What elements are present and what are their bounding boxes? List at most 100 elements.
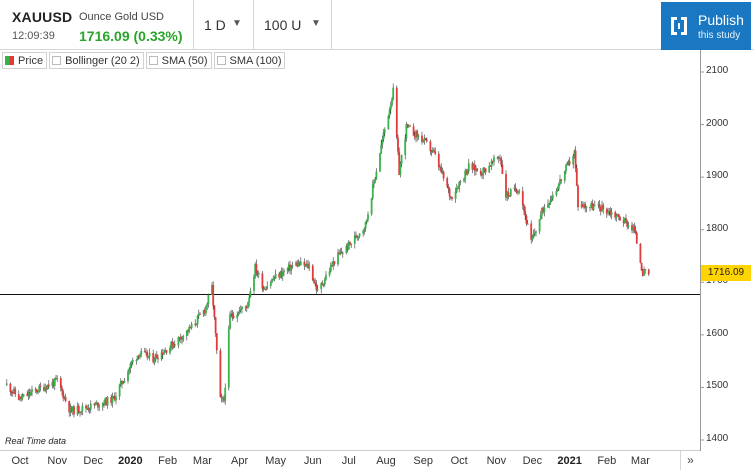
- candle-body: [616, 214, 619, 217]
- candle-body: [346, 245, 349, 250]
- candle-body: [232, 316, 235, 319]
- x-tick-label: Mar: [192, 455, 212, 467]
- candle-body: [212, 285, 215, 306]
- candle-body: [94, 403, 97, 406]
- x-tick-label: Nov: [47, 455, 67, 467]
- candle-body: [397, 137, 399, 152]
- candle-body: [625, 218, 627, 221]
- candle-body: [593, 205, 596, 207]
- candle-body: [266, 285, 269, 290]
- candle-body: [97, 402, 99, 408]
- candle-body: [179, 336, 182, 339]
- candle-body: [568, 161, 571, 165]
- candle-body: [236, 314, 239, 319]
- candle-body: [455, 187, 458, 192]
- candle-body: [171, 341, 174, 348]
- candle-body: [392, 87, 395, 100]
- candle-body: [28, 392, 31, 395]
- candle-body: [479, 170, 482, 175]
- candle-body: [136, 355, 139, 361]
- candle-body: [481, 174, 483, 176]
- candle-body: [244, 306, 247, 308]
- candle-body: [143, 350, 146, 352]
- candle-body: [590, 203, 593, 208]
- candle-body: [365, 219, 368, 222]
- candle-body: [289, 264, 291, 271]
- candle-body: [577, 185, 579, 208]
- caret-down-icon: ▼: [311, 18, 321, 29]
- candle-body: [197, 313, 200, 316]
- candle-body: [269, 282, 272, 286]
- scroll-right-button[interactable]: »: [680, 451, 700, 470]
- candle-body: [173, 344, 176, 346]
- candle-body: [517, 191, 519, 194]
- price-swatch: [5, 56, 14, 65]
- candle-body: [615, 216, 618, 218]
- legend-item-sma-50[interactable]: SMA (50): [145, 52, 212, 69]
- candle-body: [374, 178, 377, 182]
- candle-body: [279, 271, 282, 278]
- candle-body: [557, 183, 560, 190]
- candle-body: [313, 280, 315, 283]
- interval-value: 1 D: [204, 17, 226, 33]
- legend-item-bollinger[interactable]: Bollinger (20 2): [49, 52, 144, 69]
- x-tick-label: Dec: [83, 455, 103, 467]
- candle-body: [20, 396, 23, 399]
- candle-body: [565, 165, 567, 172]
- publish-button[interactable]: Publish this study: [661, 2, 751, 50]
- legend-item-price[interactable]: Price: [2, 52, 48, 69]
- units-dropdown[interactable]: 100 U ▼: [254, 0, 332, 50]
- candle-body: [63, 397, 66, 399]
- candle-body: [525, 215, 528, 224]
- candle-body: [333, 261, 336, 265]
- candle-body: [257, 273, 260, 275]
- legend-item-sma-100[interactable]: SMA (100): [213, 52, 286, 69]
- candle-body: [247, 301, 249, 309]
- interval-dropdown[interactable]: 1 D ▼: [194, 0, 254, 50]
- candle-body: [52, 381, 55, 387]
- candle-body: [364, 221, 367, 229]
- candle-body: [154, 354, 157, 361]
- candle-body: [370, 198, 373, 215]
- candle-body: [231, 313, 234, 317]
- units-value: 100 U: [264, 17, 302, 33]
- candle-body: [299, 261, 302, 266]
- symbol-ticker[interactable]: XAUUSD: [12, 9, 73, 25]
- candle-body: [521, 191, 524, 206]
- candle-body: [59, 378, 62, 389]
- candle-body: [203, 310, 206, 314]
- candle-body: [281, 271, 284, 277]
- candle-body: [425, 139, 428, 142]
- y-tick-label: 1500: [706, 380, 729, 392]
- candle-body: [106, 397, 109, 406]
- candle-body: [21, 396, 24, 399]
- candle-body: [316, 288, 319, 291]
- candle-body: [13, 388, 15, 393]
- candle-body: [148, 353, 151, 357]
- real-time-note: Real Time data: [5, 436, 66, 446]
- candle-body: [482, 168, 485, 176]
- candle-body: [614, 212, 617, 218]
- candle-body: [499, 157, 501, 159]
- candle-body: [591, 203, 594, 210]
- candle-body: [137, 355, 140, 358]
- candle-body: [622, 220, 625, 223]
- candle-body: [271, 279, 273, 283]
- candles: [5, 83, 650, 418]
- candle-body: [26, 394, 29, 396]
- y-tick-label: 1800: [706, 222, 729, 234]
- candle-body: [483, 168, 486, 170]
- candle-body: [589, 207, 591, 209]
- candle-body: [35, 389, 38, 392]
- candle-body: [165, 350, 168, 354]
- candle-body: [329, 265, 332, 272]
- candle-body: [433, 149, 435, 152]
- candle-body: [357, 236, 360, 238]
- candle-body: [567, 161, 570, 163]
- candle-body: [437, 153, 440, 168]
- candle-body: [542, 207, 545, 212]
- candle-body: [430, 151, 433, 153]
- price-chart[interactable]: [0, 50, 754, 451]
- candle-body: [278, 273, 281, 278]
- candle-body: [556, 189, 559, 192]
